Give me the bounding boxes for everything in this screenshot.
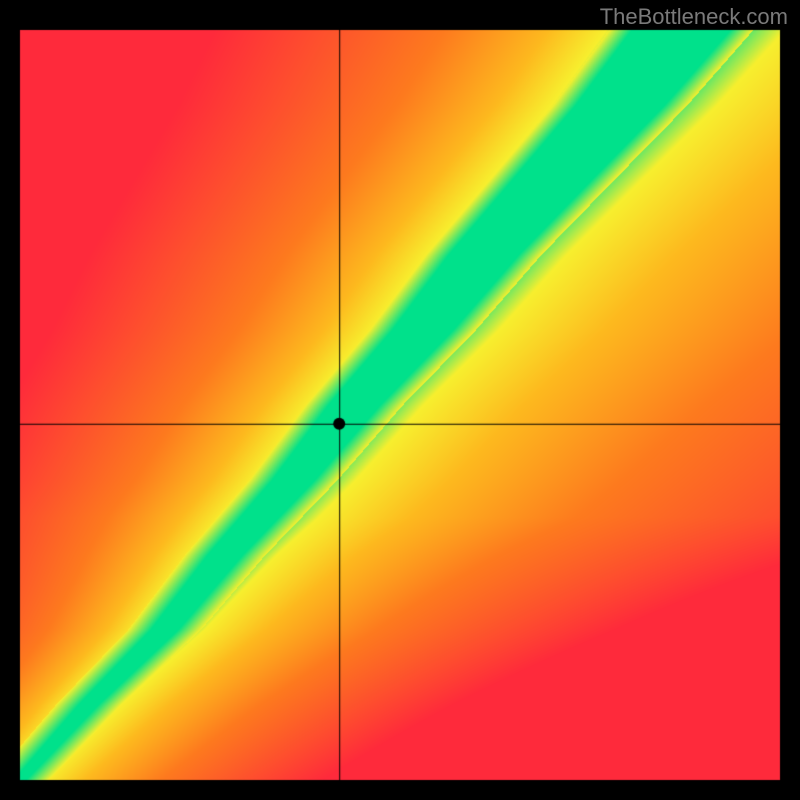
chart-container: TheBottleneck.com	[0, 0, 800, 800]
watermark-text: TheBottleneck.com	[600, 4, 788, 30]
heatmap-canvas	[0, 0, 800, 800]
